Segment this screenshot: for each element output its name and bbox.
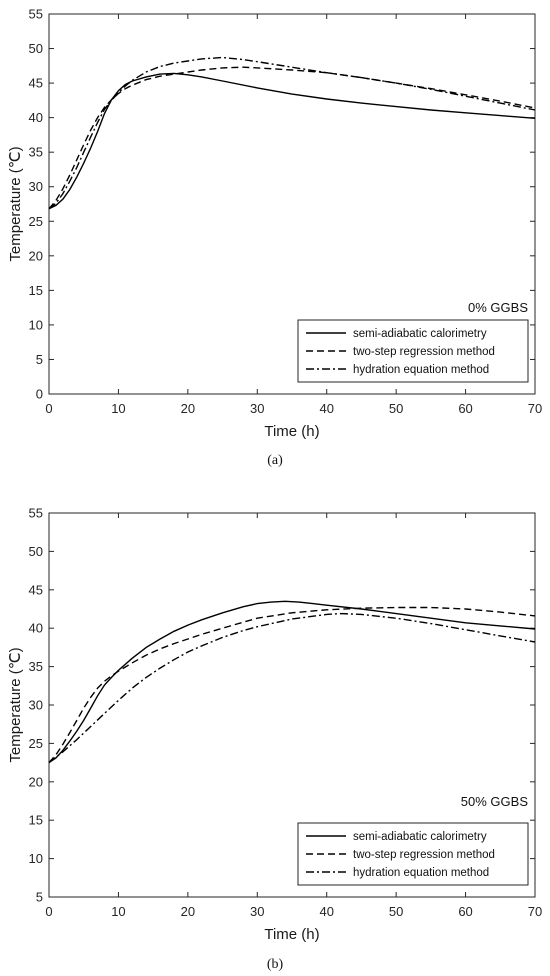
x-tick-label: 0 [45,904,52,919]
y-tick-label: 20 [29,248,43,263]
x-tick-label: 70 [528,401,542,416]
y-tick-label: 40 [29,621,43,636]
x-tick-label: 30 [250,904,264,919]
legend-entry-label: semi-adiabatic calorimetry [353,831,487,843]
legend-entry-label: two-step regression method [353,849,495,861]
x-tick-label: 60 [458,401,472,416]
legend-box [297,822,529,886]
y-tick-label: 40 [29,110,43,125]
y-tick-label: 5 [36,890,43,905]
x-tick-label: 20 [181,904,195,919]
x-tick-label: 50 [389,401,403,416]
series-line-dash-dot [48,612,536,764]
y-tick-label: 30 [29,179,43,194]
x-tick-label: 0 [45,401,52,416]
y-tick-label: 15 [29,283,43,298]
y-tick-label: 50 [29,41,43,56]
y-tick-label: 0 [36,387,43,402]
legend-entry-label: hydration equation method [353,364,489,376]
ggbs-annotation: 50% GGBS [461,794,529,809]
y-tick-label: 25 [29,736,43,751]
panel-caption: (b) [267,957,284,972]
x-tick-label: 20 [181,401,195,416]
x-tick-label: 10 [111,401,125,416]
y-tick-label: 15 [29,813,43,828]
legend-box [297,319,529,383]
y-tick-label: 25 [29,214,43,229]
y-tick-label: 35 [29,145,43,160]
series-line-dashed [48,66,536,210]
series-line-solid [48,600,536,764]
series-line-dash-dot [48,56,536,210]
x-tick-label: 10 [111,904,125,919]
y-tick-label: 10 [29,317,43,332]
y-tick-label: 20 [29,774,43,789]
x-axis-label: Time (h) [264,423,319,440]
chart-panel-a: 0 10 20 30 40 50 60 70 0 5 10 15 20 25 30 35 40 45 50 55 Tim… [7,7,542,469]
x-axis-label: Time (h) [264,926,319,943]
y-tick-label: 45 [29,582,43,597]
x-tick-label: 70 [528,904,542,919]
legend-entry-label: two-step regression method [353,346,495,358]
y-tick-label: 50 [29,544,43,559]
series-line-dashed [48,606,536,764]
y-axis-label: Temperature (℃) [7,146,24,261]
chart-panel-b: 0 10 20 30 40 50 60 70 5 10 15 20 25 30 35 40 45 50 55 Time… [7,506,542,973]
x-tick-label: 40 [319,401,333,416]
y-tick-label: 5 [36,352,43,367]
y-tick-label: 30 [29,698,43,713]
series-line-solid [48,72,536,210]
legend-entry-label: hydration equation method [353,867,489,879]
x-tick-label: 50 [389,904,403,919]
legend-entry-label: semi-adiabatic calorimetry [353,328,487,340]
y-tick-label: 35 [29,659,43,674]
x-tick-label: 30 [250,401,264,416]
panel-caption: (a) [267,453,283,468]
ggbs-annotation: 0% GGBS [468,300,528,315]
y-tick-label: 45 [29,76,43,91]
y-tick-label: 10 [29,851,43,866]
y-tick-label: 55 [29,506,43,521]
y-tick-label: 55 [29,7,43,22]
y-axis-label: Temperature (℃) [7,647,24,762]
x-tick-label: 40 [319,904,333,919]
plot-area-frame [48,13,536,395]
x-tick-label: 60 [458,904,472,919]
